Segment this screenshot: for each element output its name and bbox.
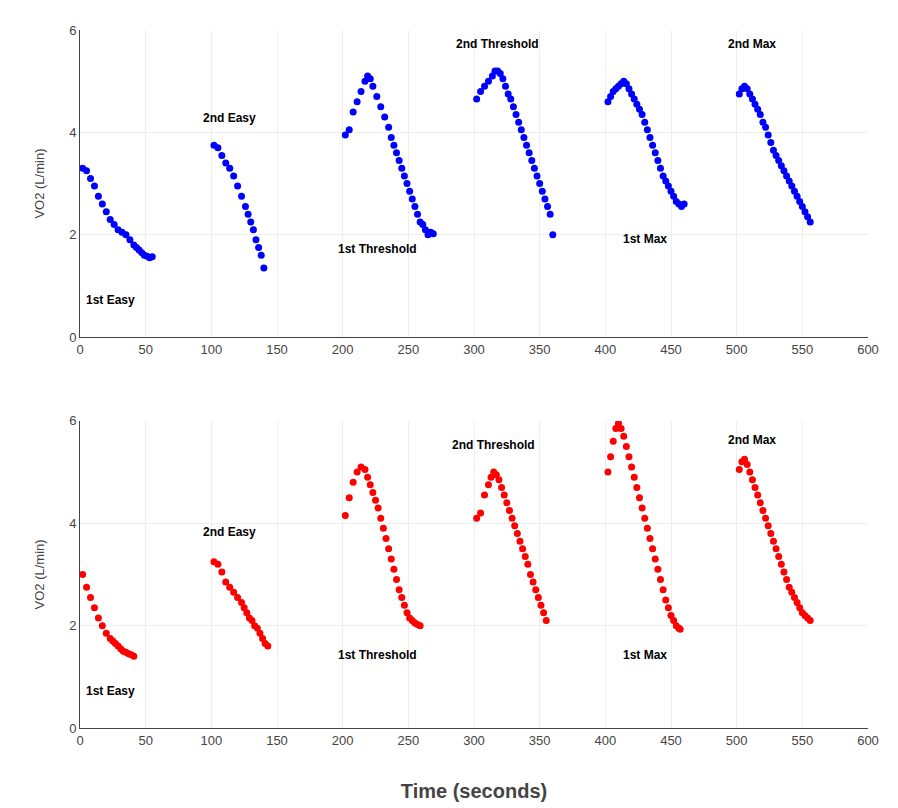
svg-text:600: 600 — [857, 733, 879, 748]
svg-text:2nd Threshold: 2nd Threshold — [452, 438, 535, 452]
svg-text:2nd Max: 2nd Max — [728, 433, 776, 447]
svg-text:0: 0 — [69, 721, 76, 736]
svg-text:1st Easy: 1st Easy — [86, 684, 135, 698]
svg-text:50: 50 — [138, 733, 152, 748]
svg-text:1st Easy: 1st Easy — [86, 293, 135, 307]
svg-text:550: 550 — [791, 733, 813, 748]
svg-text:2nd Max: 2nd Max — [728, 37, 776, 51]
svg-text:VO2 (L/min): VO2 (L/min) — [32, 149, 47, 219]
svg-text:100: 100 — [200, 733, 222, 748]
svg-text:150: 150 — [266, 342, 288, 357]
svg-text:50: 50 — [138, 342, 152, 357]
svg-text:Time (seconds): Time (seconds) — [401, 780, 547, 802]
svg-text:0: 0 — [69, 330, 76, 345]
svg-text:300: 300 — [463, 342, 485, 357]
svg-text:2nd Threshold: 2nd Threshold — [456, 37, 539, 51]
svg-text:250: 250 — [397, 733, 419, 748]
svg-text:100: 100 — [200, 342, 222, 357]
svg-text:150: 150 — [266, 733, 288, 748]
svg-text:350: 350 — [529, 342, 551, 357]
svg-text:600: 600 — [857, 342, 879, 357]
svg-text:500: 500 — [726, 342, 748, 357]
svg-text:400: 400 — [594, 733, 616, 748]
svg-text:2: 2 — [69, 618, 76, 633]
svg-text:VO2 (L/min): VO2 (L/min) — [32, 539, 47, 609]
svg-text:0: 0 — [76, 342, 83, 357]
svg-text:350: 350 — [529, 733, 551, 748]
svg-text:2: 2 — [69, 227, 76, 242]
svg-text:450: 450 — [660, 342, 682, 357]
svg-text:6: 6 — [69, 413, 76, 428]
svg-text:450: 450 — [660, 733, 682, 748]
svg-text:2nd Easy: 2nd Easy — [203, 525, 256, 539]
svg-text:1st Threshold: 1st Threshold — [338, 242, 417, 256]
svg-text:2nd Easy: 2nd Easy — [203, 111, 256, 125]
svg-text:1st Threshold: 1st Threshold — [338, 648, 417, 662]
svg-text:300: 300 — [463, 733, 485, 748]
svg-text:200: 200 — [332, 733, 354, 748]
svg-text:200: 200 — [332, 342, 354, 357]
svg-text:1st Max: 1st Max — [623, 232, 667, 246]
svg-text:1st Max: 1st Max — [623, 648, 667, 662]
svg-text:400: 400 — [594, 342, 616, 357]
svg-text:4: 4 — [69, 125, 76, 140]
svg-text:6: 6 — [69, 23, 76, 38]
svg-text:500: 500 — [726, 733, 748, 748]
svg-text:0: 0 — [76, 733, 83, 748]
svg-text:250: 250 — [397, 342, 419, 357]
svg-text:4: 4 — [69, 516, 76, 531]
svg-text:550: 550 — [791, 342, 813, 357]
